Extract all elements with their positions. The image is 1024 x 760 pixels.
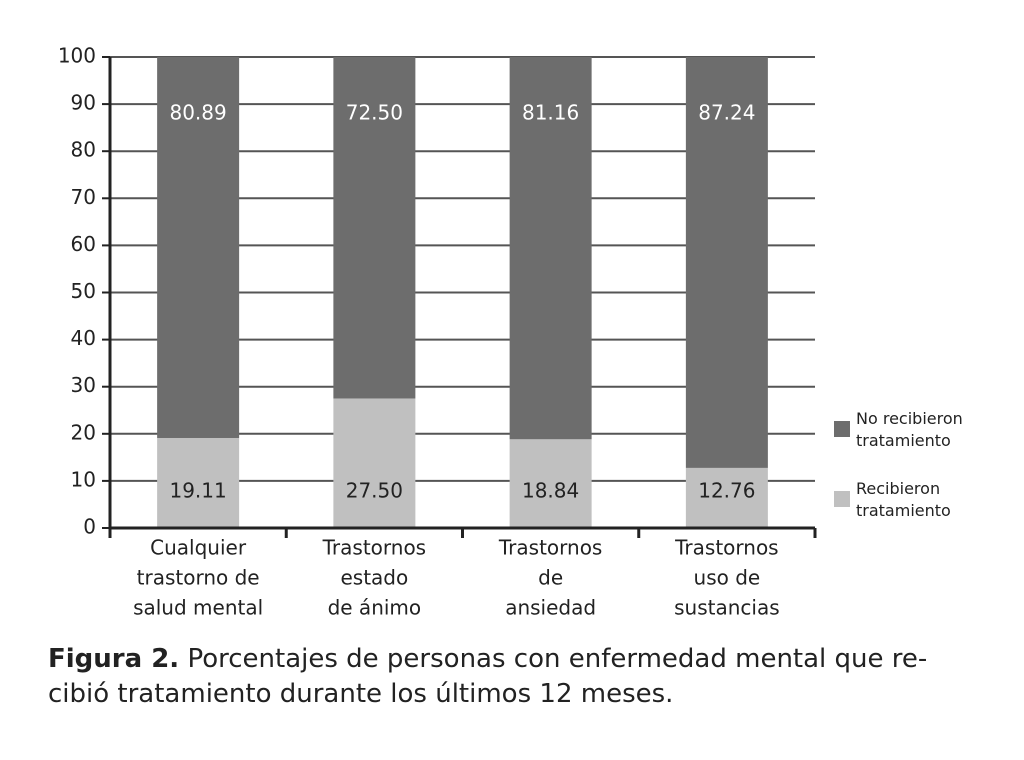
x-tick-label: estado: [340, 566, 408, 590]
x-tick-label: de ánimo: [328, 596, 422, 620]
legend-swatch: [834, 421, 850, 437]
y-tick-label: 30: [71, 373, 96, 397]
bar-segment: [157, 57, 240, 438]
bar-segment: [685, 57, 768, 468]
y-tick-label: 0: [83, 515, 96, 539]
chart: 0 10 20 30 40 50 60 70 80 90 100 19.11 80.89 Cualquie…: [58, 44, 850, 620]
data-label: 27.50: [346, 479, 403, 503]
bar-segment: [685, 467, 768, 528]
x-tick-label: Trastornos: [322, 536, 426, 560]
x-tick-label: Trastornos: [674, 536, 778, 560]
caption-label: Figura 2.: [48, 644, 180, 674]
legend-label: No recibieron tratamiento: [856, 409, 963, 450]
bar-segment: [157, 437, 240, 528]
legend-swatch: [834, 491, 850, 507]
y-tick-label: 40: [71, 326, 96, 350]
data-label: 12.76: [698, 479, 755, 503]
bar-segment: [333, 398, 416, 528]
x-tick-label: ansiedad: [505, 596, 596, 620]
data-label: 18.84: [522, 479, 579, 503]
legend-label: Recibieron tratamiento: [856, 479, 951, 520]
caption-text: Porcentajes de personas con enfermedad m…: [187, 644, 928, 674]
data-label: 72.50: [346, 101, 403, 125]
y-tick-label: 50: [71, 279, 96, 303]
x-tick-label: sustancias: [674, 596, 780, 620]
x-tick-label: Cualquier: [150, 536, 247, 560]
y-tick-label: 80: [71, 138, 96, 162]
data-label: 87.24: [698, 101, 755, 125]
y-tick-label: 60: [71, 232, 96, 256]
bar-segment: [509, 439, 592, 528]
x-tick-label: de: [538, 566, 563, 590]
data-label: 19.11: [169, 479, 226, 503]
x-tick-label: trastorno de: [137, 566, 260, 590]
y-tick-label: 90: [71, 91, 96, 115]
caption-line: cibió tratamiento durante los últimos 12…: [48, 679, 674, 709]
y-tick-label: 10: [71, 467, 96, 491]
x-tick-label: Trastornos: [498, 536, 602, 560]
data-label: 81.16: [522, 101, 579, 125]
y-tick-label: 20: [71, 420, 96, 444]
x-tick-label: salud mental: [133, 596, 263, 620]
bar-segment: [333, 57, 416, 399]
caption-line: Figura 2. Porcentajes de personas con en…: [48, 644, 927, 674]
x-tick-label: uso de: [694, 566, 761, 590]
y-tick-label: 70: [71, 185, 96, 209]
y-tick-label: 100: [58, 44, 96, 68]
bar-segment: [509, 57, 592, 440]
data-label: 80.89: [169, 101, 226, 125]
